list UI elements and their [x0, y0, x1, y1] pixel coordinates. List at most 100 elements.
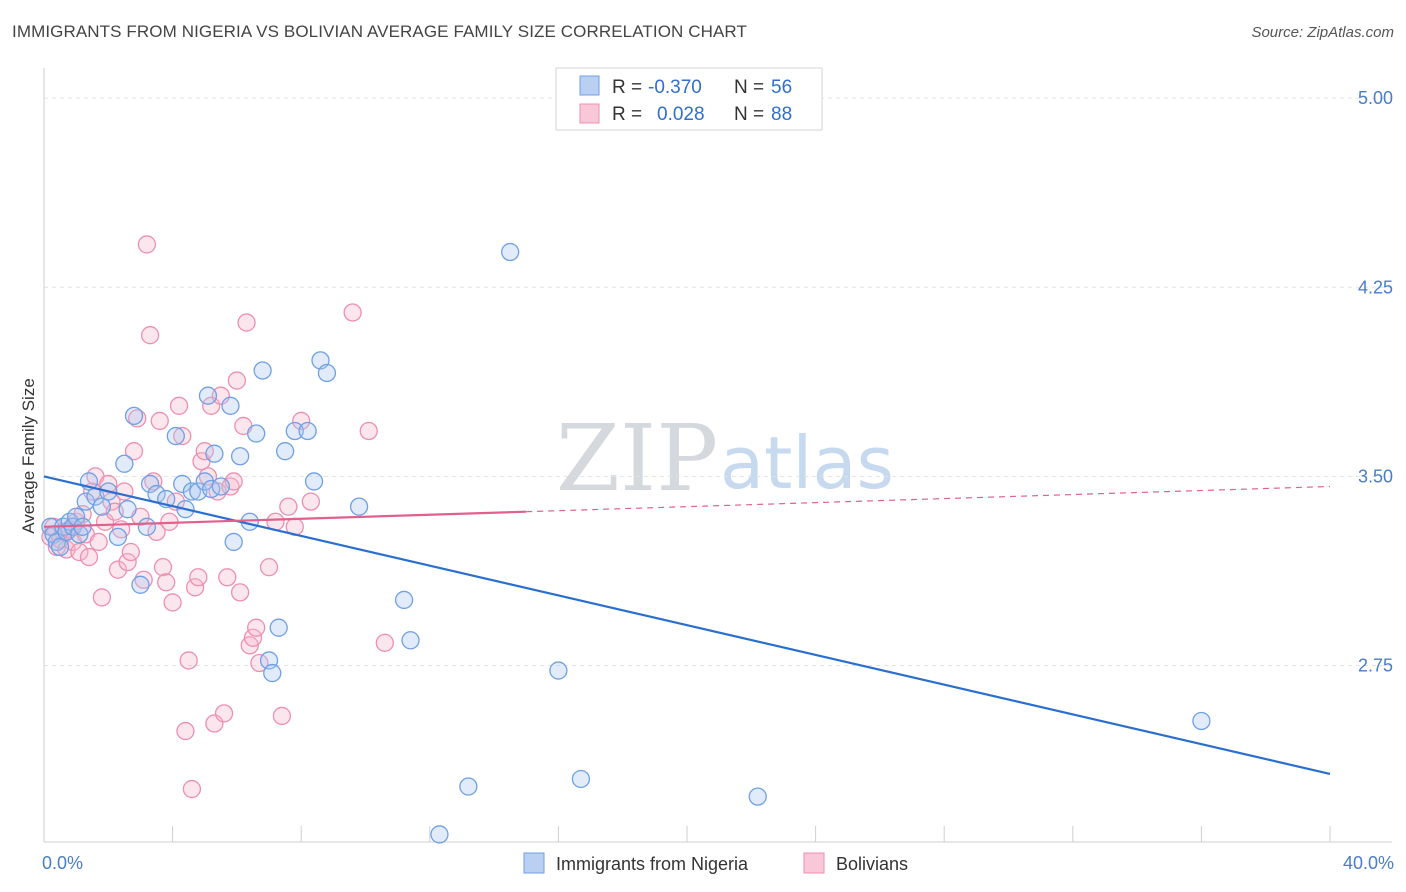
data-point [359, 421, 378, 441]
data-point [263, 663, 282, 683]
data-point [298, 421, 317, 441]
data-point [224, 532, 243, 552]
trend-line-bolivians-extrapolated [526, 485, 1331, 513]
data-point [173, 474, 192, 494]
data-point [227, 371, 247, 390]
data-point [218, 568, 237, 587]
data-point [230, 447, 250, 466]
data-point [124, 442, 144, 461]
stats-legend: R = -0.370 N = 56 R = 0.028 N = 88 [555, 67, 823, 131]
legend-r-value-bolivians: 0.028 [657, 104, 705, 125]
trend-line-nigeria [43, 475, 1331, 775]
data-point [179, 651, 198, 670]
data-point [169, 396, 189, 415]
data-point [214, 704, 234, 723]
data-point [163, 593, 182, 612]
data-point [317, 363, 337, 383]
legend-r-label-bolivians: R = [612, 104, 642, 125]
data-point [269, 618, 288, 637]
bottom-legend-label-bolivians: Bolivians [836, 854, 908, 874]
data-point [221, 477, 240, 496]
data-point [275, 442, 295, 461]
y-tick-labels: 2.75 3.50 4.25 5.00 [1358, 88, 1393, 675]
data-point [140, 474, 160, 494]
data-point [176, 721, 195, 741]
data-point [92, 497, 112, 516]
data-point [259, 558, 279, 577]
data-point [272, 706, 292, 726]
data-point [459, 777, 478, 796]
data-point [115, 454, 134, 473]
trend-lines [43, 475, 1331, 775]
data-point [140, 326, 160, 345]
data-point [253, 361, 272, 380]
data-point [549, 661, 568, 680]
data-point [243, 628, 263, 647]
data-point [247, 424, 266, 443]
data-point [301, 492, 320, 511]
data-point [134, 570, 153, 589]
grid-lines [44, 97, 1392, 666]
data-point [166, 426, 185, 446]
data-point [182, 779, 202, 799]
data-point [118, 552, 137, 572]
data-point [394, 590, 414, 610]
data-point [137, 517, 157, 536]
data-point [70, 542, 89, 562]
data-point [343, 303, 362, 322]
axes [43, 68, 1392, 843]
data-point [211, 477, 230, 496]
data-point [121, 542, 140, 562]
chart-title: IMMIGRANTS FROM NIGERIA VS BOLIVIAN AVER… [12, 22, 747, 41]
data-point [304, 472, 324, 491]
data-point [99, 474, 118, 494]
watermark-zip: ZIP [556, 405, 718, 512]
data-point [748, 787, 767, 806]
data-point [153, 558, 173, 577]
data-point [118, 500, 137, 519]
legend-swatch-nigeria [579, 75, 600, 96]
x-tick-label-min: 0.0% [42, 853, 83, 873]
y-tick-label: 2.75 [1358, 655, 1393, 675]
data-point [230, 583, 250, 602]
data-point [79, 547, 99, 567]
data-point [50, 537, 70, 557]
y-tick-label: 3.50 [1358, 466, 1393, 486]
data-point [401, 631, 420, 650]
data-point [185, 578, 205, 597]
y-axis-label: Average Family Size [19, 378, 38, 534]
data-point [430, 825, 449, 844]
data-point [108, 527, 128, 547]
data-point [131, 575, 150, 594]
data-point [205, 444, 224, 463]
data-point [189, 568, 208, 587]
data-point [571, 769, 591, 789]
data-point [247, 618, 266, 637]
y-tick-label: 4.25 [1358, 277, 1393, 297]
trend-line-bolivians [43, 510, 527, 528]
data-point [1192, 711, 1211, 731]
data-point [89, 532, 108, 552]
data-point [128, 409, 147, 428]
data-point [279, 497, 298, 516]
series-legend: Immigrants from Nigeria Bolivians [523, 852, 908, 874]
data-point [124, 406, 144, 426]
data-point [198, 386, 218, 405]
legend-r-value-nigeria: -0.370 [648, 77, 702, 98]
watermark-atlas: atlas [720, 421, 894, 505]
stats-legend-box [555, 67, 823, 131]
legend-r-label-nigeria: R = [612, 77, 642, 98]
data-point [221, 396, 240, 415]
bottom-legend-label-nigeria: Immigrants from Nigeria [556, 854, 749, 874]
data-point [292, 411, 311, 431]
data-point [150, 411, 169, 431]
data-point [137, 235, 157, 254]
data-point [182, 482, 202, 501]
data-point [285, 421, 304, 441]
data-point [375, 633, 394, 652]
nigeria-points [41, 242, 1211, 844]
y-tick-label: 5.00 [1358, 88, 1393, 108]
legend-n-label-nigeria: N = [734, 77, 764, 98]
data-point [173, 426, 192, 446]
